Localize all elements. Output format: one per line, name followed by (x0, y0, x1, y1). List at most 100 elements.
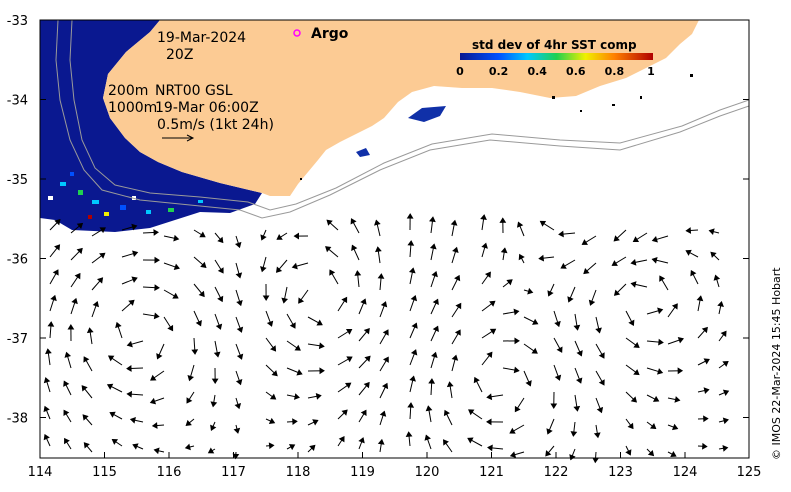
current-arrow-head (82, 414, 89, 421)
argo-label: Argo (311, 26, 349, 42)
current-arrow-head (235, 378, 243, 386)
current-arrow-head (514, 337, 520, 345)
coastal-islands (300, 74, 693, 180)
current-arrow-head (717, 300, 724, 307)
current-arrow-head (234, 241, 242, 249)
colorbar (460, 53, 653, 60)
current-arrow-head (702, 442, 708, 450)
colorbar-title: std dev of 4hr SST comp (472, 38, 637, 52)
current-arrow-head (81, 385, 88, 392)
current-arrow-head (268, 442, 275, 450)
scale-arrow (162, 134, 195, 142)
current-arrow-head (293, 393, 300, 400)
current-arrow-head (92, 301, 100, 308)
current-arrow-head (186, 397, 193, 404)
current-arrow-head (63, 409, 70, 417)
current-arrow-head (293, 232, 300, 240)
current-arrow-head (708, 228, 715, 235)
current-arrow-head (43, 377, 51, 384)
plot-frame (39, 19, 750, 459)
current-arrow-head (199, 231, 206, 238)
current-arrow-head (354, 270, 362, 276)
current-arrow-head (499, 217, 507, 223)
current-arrow-head (236, 326, 244, 333)
current-arrow-head (382, 329, 389, 336)
annotation-iso200: 200m (108, 83, 148, 99)
current-arrow-head (131, 223, 138, 231)
current-arrow-head (531, 347, 538, 354)
current-arrow-head (43, 433, 50, 441)
current-arrow-head (149, 397, 157, 405)
current-arrow-head (207, 447, 215, 454)
current-arrow-head (710, 251, 717, 258)
current-arrow-head (516, 221, 524, 228)
annotation-date: 19-Mar-2024 (157, 30, 246, 46)
current-arrow-head (217, 236, 224, 244)
current-arrow-head (268, 417, 276, 425)
current-arrow-head (236, 299, 243, 307)
current-arrow-head (379, 410, 387, 417)
current-arrow-head (514, 405, 521, 413)
current-arrow-head (325, 246, 332, 253)
lon-tick-label: 119 (350, 465, 375, 480)
current-arrow-head (630, 396, 638, 403)
current-arrow-head (554, 374, 562, 381)
current-arrow-head (651, 257, 658, 264)
current-arrow-head (271, 370, 278, 377)
current-arrow-head (289, 322, 296, 329)
current-arrow-head (720, 330, 727, 337)
current-arrow-head (431, 270, 438, 278)
current-arrow-head (266, 320, 274, 327)
current-arrow-head (185, 419, 192, 427)
current-arrow-head (99, 227, 106, 234)
current-arrow-head (215, 323, 223, 330)
current-arrow-head (74, 272, 81, 280)
current-arrow-head (627, 422, 634, 430)
current-arrow-head (573, 324, 581, 331)
current-arrow-head (701, 326, 708, 334)
current-arrow-head (54, 244, 61, 251)
current-arrow-head (674, 396, 681, 403)
current-arrow-head (45, 348, 52, 355)
current-arrow-head (454, 329, 461, 336)
current-arrow-head (344, 382, 352, 389)
lat-tick-label: -34 (7, 94, 28, 109)
current-arrow-head (425, 405, 433, 412)
lon-tick-label: 121 (479, 465, 504, 480)
current-arrow-head (569, 454, 576, 461)
current-arrow-head (696, 295, 704, 302)
current-arrow-head (76, 247, 83, 255)
lon-tick-label: 122 (544, 465, 569, 480)
current-arrow-head (647, 449, 655, 457)
current-arrow-head (409, 375, 416, 382)
current-arrow-head (406, 213, 414, 219)
current-arrow-head (64, 351, 72, 358)
lon-tick-label: 124 (673, 465, 698, 480)
current-arrow-head (156, 353, 163, 360)
current-arrow-head (111, 438, 119, 445)
credit-stamp: © IMOS 22-Mar-2024 15:45 Hobart (770, 267, 783, 460)
current-arrow-head (235, 272, 243, 279)
current-arrow-head (428, 378, 436, 384)
current-arrow-head (545, 450, 552, 457)
current-arrow-head (588, 299, 596, 306)
current-arrow-head (598, 352, 605, 359)
lon-tick-label: 118 (286, 465, 311, 480)
current-arrow-head (217, 267, 224, 274)
current-arrow-head (576, 350, 583, 357)
annotation-arrow-scale: 0.5m/s (1kt 24h) (157, 117, 274, 133)
colorbar-tick: 0.8 (605, 65, 625, 78)
current-arrow-head (532, 318, 539, 325)
current-arrow-head (630, 281, 637, 288)
isobaths (55, 20, 749, 219)
current-arrow-head (382, 356, 389, 363)
current-arrow-head (213, 351, 221, 358)
sst-patch (356, 148, 370, 157)
current-arrow-head (513, 366, 520, 374)
current-arrow-head (154, 284, 160, 292)
current-arrow-head (319, 367, 325, 375)
current-arrow-head (518, 253, 525, 261)
current-arrow-head (703, 358, 710, 365)
current-arrow-head (677, 367, 684, 375)
current-arrow-head (625, 449, 632, 456)
